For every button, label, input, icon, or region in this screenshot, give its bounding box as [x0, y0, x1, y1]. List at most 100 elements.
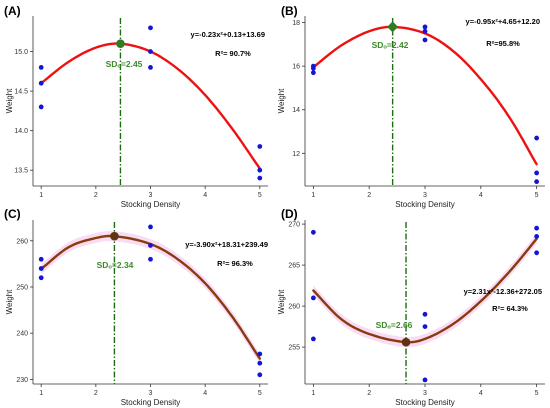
data-point [310, 65, 316, 71]
x-tick-label: 4 [203, 192, 207, 199]
y-tick-label: 14.0 [14, 128, 28, 135]
x-tick-label: 3 [149, 390, 153, 397]
data-point [38, 104, 44, 110]
data-point [422, 324, 428, 329]
y-tick-label: 14.5 [14, 89, 28, 96]
x-tick-label: 4 [479, 192, 483, 199]
x-tick-label: 2 [94, 390, 98, 397]
data-point [422, 24, 428, 30]
x-tick-label: 2 [367, 192, 371, 199]
data-point [534, 234, 540, 239]
data-point [257, 372, 263, 378]
optimum-label: SDₒ=2.42 [372, 40, 409, 50]
data-point [257, 360, 263, 366]
panel-label: (D) [281, 207, 298, 221]
x-tick-label: 2 [367, 390, 371, 397]
data-point [422, 28, 428, 34]
regression-equation: y=-0.95x²+4.65+12.20 [466, 17, 540, 26]
optimum-label: SDₒ=2.34 [97, 260, 134, 270]
data-point [148, 256, 153, 262]
y-axis-title: Weight [277, 289, 286, 315]
data-point [534, 170, 540, 176]
data-point [310, 229, 316, 235]
x-axis-title: Stocking Density [121, 200, 181, 209]
x-tick-label: 5 [258, 192, 262, 199]
fitted-curve [40, 42, 261, 170]
optimum-label: SDₒ=2.45 [106, 59, 143, 69]
r-squared-label: R²=95.8% [486, 39, 520, 48]
fitted-curve [40, 234, 261, 360]
y-tick-label: 14 [292, 107, 300, 114]
y-tick-label: 12 [292, 151, 300, 158]
data-point [310, 336, 316, 342]
data-point [38, 256, 44, 262]
x-tick-label: 5 [535, 192, 539, 199]
data-point [534, 225, 540, 231]
data-point [148, 64, 153, 70]
data-point [257, 144, 263, 149]
data-point [148, 243, 153, 248]
x-tick-label: 3 [423, 192, 427, 199]
x-tick-label: 1 [311, 192, 315, 199]
panel-label: (B) [281, 4, 298, 18]
x-tick-label: 1 [311, 390, 315, 397]
confidence-band [41, 231, 260, 364]
fitted-curve [312, 237, 538, 344]
y-tick-label: 270 [288, 222, 300, 229]
y-tick-label: 16 [292, 64, 300, 71]
chart-panel-3: (C) 1 2 3 4 5 230 240 250 260 Stocking Density Weig… [4, 207, 268, 407]
r-squared-label: R²= 90.7% [215, 49, 251, 58]
panel-label: (A) [4, 4, 21, 18]
y-tick-label: 255 [288, 345, 300, 352]
optimum-marker [116, 39, 125, 48]
data-point [38, 64, 44, 70]
y-tick-label: 260 [16, 238, 28, 245]
y-axis-title: Weight [5, 289, 14, 315]
x-tick-label: 1 [39, 390, 43, 397]
data-point [422, 377, 428, 383]
y-axis-title: Weight [277, 88, 286, 114]
x-axis-title: Stocking Density [395, 398, 455, 407]
optimum-label: SDₒ=2.66 [376, 320, 413, 330]
data-point [38, 275, 44, 281]
optimum-marker [110, 231, 119, 241]
data-point [257, 167, 263, 173]
y-tick-label: 250 [16, 284, 28, 291]
y-tick-label: 13.5 [14, 168, 28, 175]
x-tick-label: 4 [203, 390, 207, 397]
data-point [422, 311, 428, 317]
data-point [148, 49, 153, 54]
r-squared-label: R²= 96.3% [217, 259, 253, 268]
data-point [257, 351, 263, 357]
y-tick-label: 265 [288, 263, 300, 270]
data-point [534, 179, 540, 185]
y-axis-title: Weight [5, 88, 14, 114]
regression-equation: y=2.31x²-12.36+272.05 [464, 287, 542, 296]
regression-equation: y=-0.23x²+0.13+13.69 [191, 30, 265, 39]
x-axis-title: Stocking Density [121, 398, 181, 407]
x-tick-label: 5 [258, 390, 262, 397]
x-tick-label: 5 [535, 390, 539, 397]
data-point [148, 25, 153, 31]
optimum-marker [401, 337, 411, 347]
data-point [310, 70, 316, 76]
data-point [38, 266, 44, 271]
panel-label: (C) [4, 207, 21, 221]
y-tick-label: 240 [16, 331, 28, 338]
chart-panel-1: (A) 1 2 3 4 5 13.5 14.0 14.5 15.0 Stocking Density… [4, 4, 268, 209]
data-point [148, 224, 153, 230]
y-tick-label: 260 [288, 304, 300, 311]
data-point [38, 80, 44, 86]
y-tick-label: 15.0 [14, 49, 28, 56]
chart-panel-4: (D) 1 2 3 4 5 255 260 265 270 Stocking Density Weig… [277, 207, 545, 407]
data-point [534, 250, 540, 256]
y-tick-label: 18 [292, 20, 300, 27]
x-tick-label: 3 [149, 192, 153, 199]
x-tick-label: 2 [94, 192, 98, 199]
regression-equation: y=-3.90x²+18.31+239.49 [185, 240, 268, 249]
x-tick-label: 3 [423, 390, 427, 397]
r-squared-label: R²= 64.3% [492, 304, 528, 313]
data-point [310, 295, 316, 301]
